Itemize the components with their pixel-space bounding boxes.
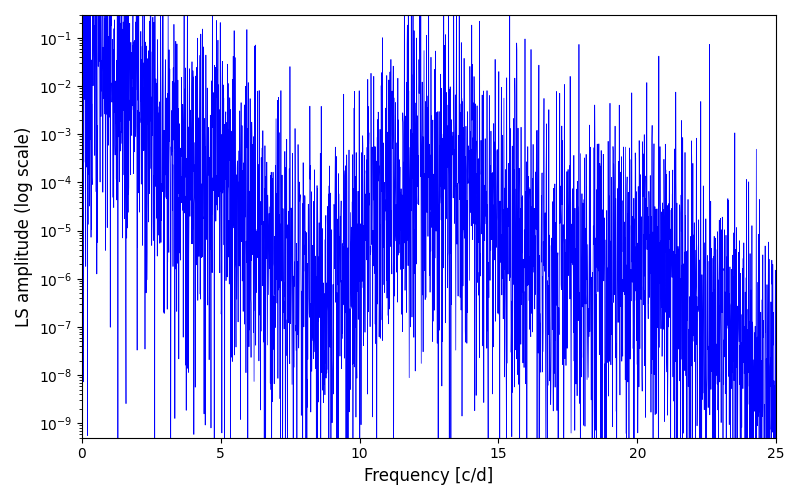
Y-axis label: LS amplitude (log scale): LS amplitude (log scale) [15, 126, 33, 326]
X-axis label: Frequency [c/d]: Frequency [c/d] [364, 467, 494, 485]
